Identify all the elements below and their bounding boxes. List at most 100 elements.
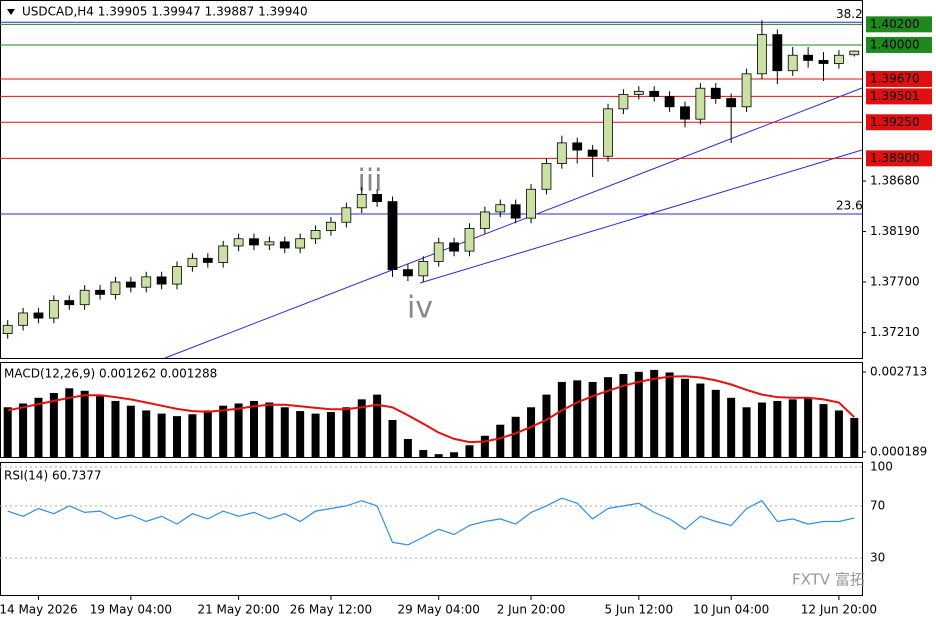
candle-body <box>2 324 13 334</box>
level-label: 1.39501 <box>870 89 920 103</box>
macd-bar <box>850 417 859 457</box>
candle-body <box>18 312 28 326</box>
macd-bar <box>373 394 382 457</box>
candle-body <box>757 34 767 75</box>
macd-bar <box>65 388 74 457</box>
candle-body <box>787 54 798 72</box>
macd-bar <box>342 407 351 457</box>
candle-body <box>233 238 244 247</box>
macd-bar <box>249 400 258 457</box>
trend-line <box>164 87 863 359</box>
macd-bar <box>234 403 243 457</box>
macd-bar <box>19 403 28 457</box>
candle-body <box>326 221 336 231</box>
macd-bar <box>557 381 566 457</box>
macd-bar <box>465 445 474 457</box>
candle-body <box>433 242 444 262</box>
macd-bar <box>804 397 813 457</box>
macd-bar <box>265 402 274 457</box>
candle-body <box>64 300 75 306</box>
candle-body <box>449 242 459 252</box>
macd-bar <box>450 452 459 457</box>
y-tick-label: 0.002713 <box>870 365 927 379</box>
candle-body <box>48 300 59 319</box>
candle-body <box>356 194 367 209</box>
trend-line <box>419 149 863 284</box>
level-box <box>866 150 932 167</box>
macd-bar <box>619 374 628 457</box>
candle-body <box>202 257 213 263</box>
macd-bar <box>388 419 397 457</box>
x-tick-label: 21 May 20:00 <box>197 603 279 617</box>
candle-body <box>541 163 552 190</box>
x-tick-label: 14 May 2026 <box>0 603 78 617</box>
level-label: 1.40200 <box>870 17 920 31</box>
y-tick-label: 1.37210 <box>870 325 920 339</box>
macd-bar <box>665 372 674 457</box>
candle-body <box>187 257 198 267</box>
x-tick-label: 26 May 12:00 <box>290 603 372 617</box>
macd-bar <box>496 424 505 457</box>
level-box <box>866 36 932 53</box>
candle-body <box>664 96 675 108</box>
macd-bar <box>403 438 412 457</box>
candle-body <box>618 94 629 110</box>
rsi-line <box>7 497 855 546</box>
y-tick-label: 100 <box>870 459 893 473</box>
x-tick-label: 10 Jun 04:00 <box>693 603 769 617</box>
y-tick-label: 30 <box>870 550 885 564</box>
macd-bar <box>34 397 43 457</box>
candle-body <box>772 34 783 72</box>
level-box <box>866 70 932 87</box>
candle-body <box>172 266 182 285</box>
x-tick-label: 12 Jun 20:00 <box>801 603 877 617</box>
candle-body <box>803 54 814 61</box>
candle-body <box>110 281 121 295</box>
candle-body <box>603 108 613 157</box>
candle-body <box>510 204 521 219</box>
chart-title: USDCAD,H4 1.39905 1.39947 1.39887 1.3994… <box>22 5 308 19</box>
x-tick-label: 29 May 04:00 <box>398 603 480 617</box>
candle-body <box>710 87 721 99</box>
candle-body <box>741 73 752 108</box>
candle-body <box>95 289 105 295</box>
signal-line <box>7 375 855 444</box>
macd-bar <box>680 378 689 457</box>
candle-body <box>249 238 259 246</box>
candle-body <box>341 207 352 223</box>
macd-bar <box>527 407 536 457</box>
candle-body <box>141 276 152 288</box>
macd-bar <box>157 413 166 457</box>
macd-bar <box>604 377 613 457</box>
y-tick-label: 70 <box>870 498 885 512</box>
y-tick-label: 0.000189 <box>870 444 927 458</box>
candle-body <box>387 201 398 271</box>
candle-body <box>726 98 737 108</box>
macd-bar <box>834 410 843 457</box>
x-tick-label: 2 Jun 20:00 <box>497 603 566 617</box>
candle-body <box>849 50 860 56</box>
macd-bar <box>188 414 197 457</box>
watermark: FXTV 富拓 <box>792 571 865 589</box>
candle-body <box>649 90 660 97</box>
candle-body <box>279 241 290 249</box>
candle-body <box>526 188 536 219</box>
macd-bar <box>3 407 12 457</box>
candle-body <box>572 142 583 151</box>
macd-bar <box>326 412 335 457</box>
menu-arrow[interactable] <box>7 9 15 15</box>
candle-body <box>218 245 229 263</box>
macd-bar <box>419 450 428 457</box>
macd-bar <box>634 371 643 457</box>
wave-label: iv <box>407 291 433 326</box>
fibo-label: 38.2 <box>836 7 863 21</box>
macd-bar <box>434 454 443 457</box>
x-tick-label: 19 May 04:00 <box>90 603 172 617</box>
macd-bar <box>203 410 212 457</box>
macd-bar <box>757 402 766 457</box>
macd-bar <box>111 400 120 457</box>
macd-bar <box>727 397 736 457</box>
candle-body <box>418 261 429 277</box>
